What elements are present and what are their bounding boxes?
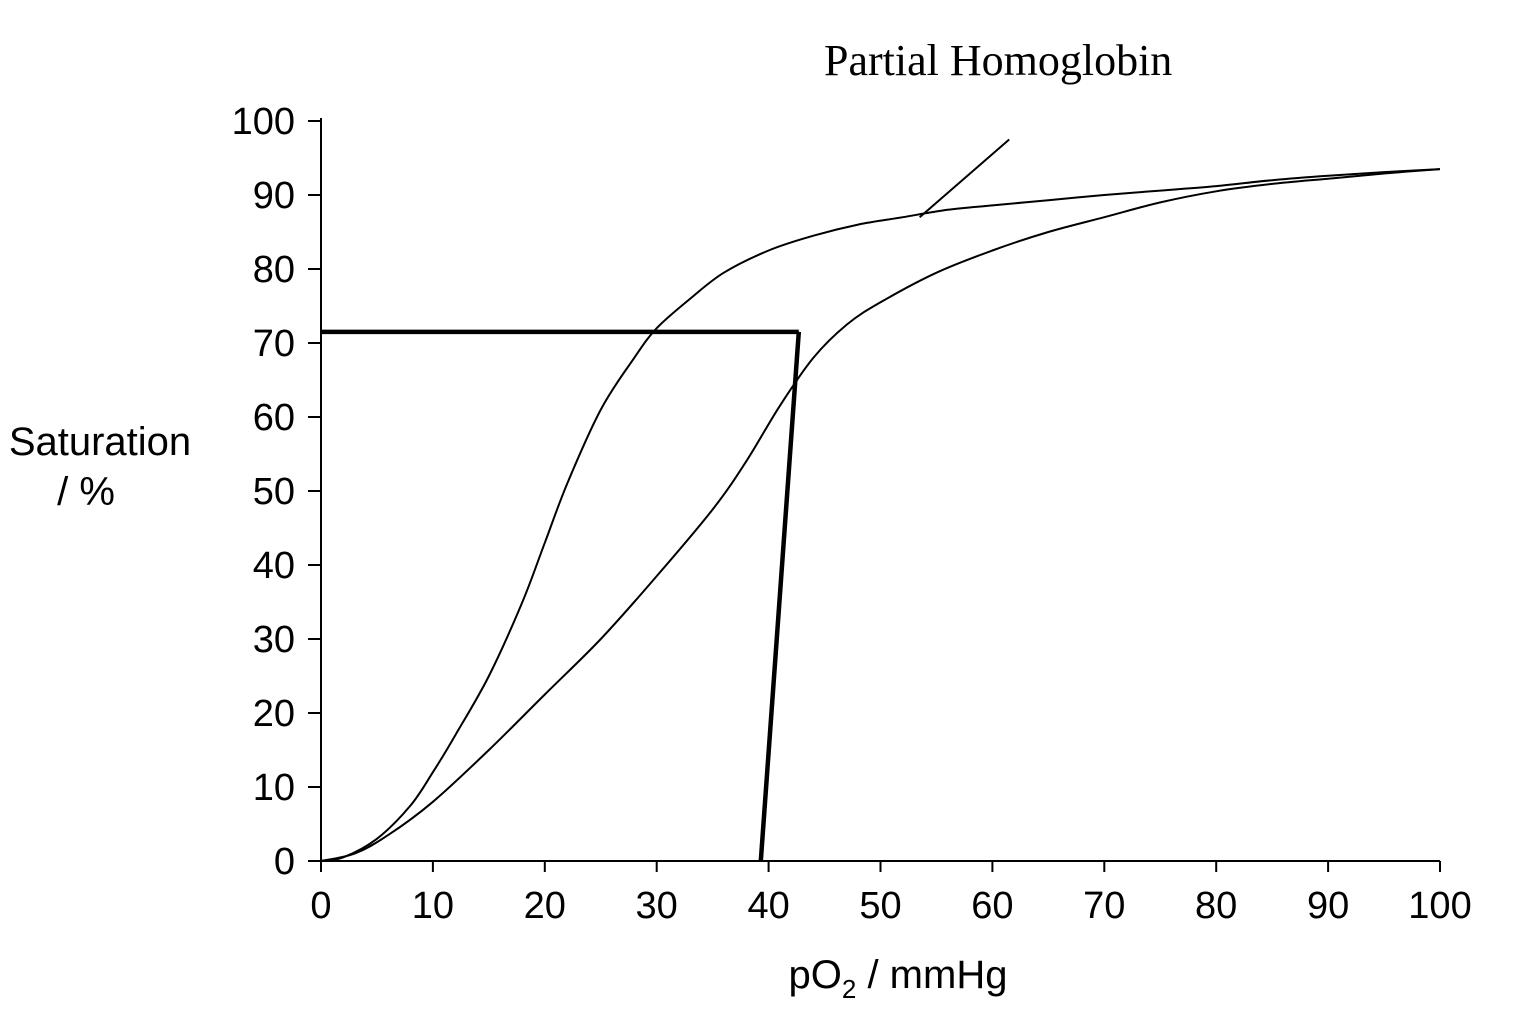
y-axis-title-line1: Saturation	[9, 420, 191, 464]
y-tick-label: 100	[232, 101, 295, 143]
y-tick-label: 80	[253, 249, 295, 291]
y-tick-label: 0	[274, 841, 295, 883]
x-axis-title-main: pO	[789, 953, 842, 997]
y-tick-label: 40	[253, 545, 295, 587]
y-tick-label: 10	[253, 767, 295, 809]
curves	[320, 168, 1441, 862]
series-curve-2	[320, 168, 1441, 862]
y-ticks: 0 10 20 30 40 50 60 70 80 90 100	[232, 101, 321, 883]
x-ticks: 0 10 20 30 40 50 60 70 80 90 100	[310, 861, 1472, 927]
annotation: Partial Homoglobin	[824, 36, 1172, 218]
x-tick-label: 90	[1307, 885, 1349, 927]
y-axis-title-line2: / %	[57, 470, 115, 514]
x-axis-title: pO2 / mmHg	[789, 953, 1008, 1004]
y-tick-label: 30	[253, 619, 295, 661]
y-tick-label: 70	[253, 323, 295, 365]
annotation-label: Partial Homoglobin	[824, 36, 1172, 85]
x-tick-label: 20	[524, 885, 566, 927]
y-axis-title: Saturation / %	[9, 420, 191, 514]
y-tick-label: 50	[253, 471, 295, 513]
x-tick-label: 100	[1408, 885, 1471, 927]
y-tick-label: 60	[253, 397, 295, 439]
y-tick-label: 20	[253, 693, 295, 735]
guide-line-2	[758, 331, 802, 862]
x-tick-label: 10	[412, 885, 454, 927]
x-tick-label: 40	[747, 885, 789, 927]
x-tick-label: 30	[636, 885, 678, 927]
annotation-pointer	[919, 138, 1010, 218]
x-tick-label: 60	[971, 885, 1013, 927]
x-axis-title-subscript: 2	[842, 974, 856, 1004]
guide-lines	[321, 329, 802, 862]
x-tick-label: 0	[310, 885, 331, 927]
x-axis-title-rest: / mmHg	[856, 953, 1007, 997]
series-curve-1	[320, 168, 1441, 862]
x-tick-label: 50	[859, 885, 901, 927]
x-tick-label: 70	[1083, 885, 1125, 927]
y-tick-label: 90	[253, 175, 295, 217]
x-tick-label: 80	[1195, 885, 1237, 927]
